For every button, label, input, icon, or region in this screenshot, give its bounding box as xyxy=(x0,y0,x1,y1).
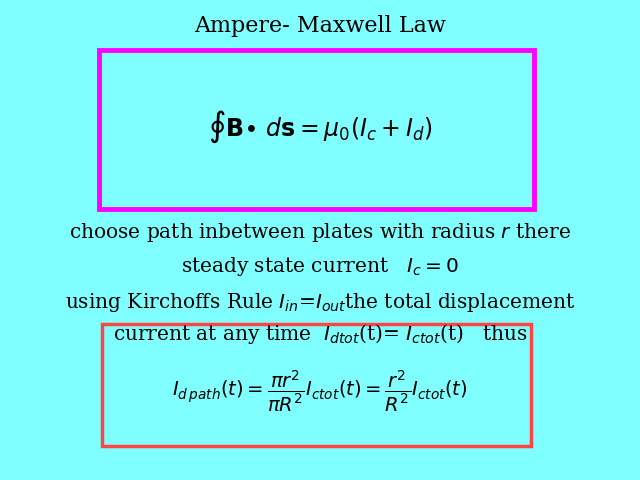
Text: $I_{d\,path}(t)=\dfrac{\pi r^2}{\pi R^2}I_{ctot}(t)=\dfrac{r^2}{R^2}I_{ctot}(t)$: $I_{d\,path}(t)=\dfrac{\pi r^2}{\pi R^2}… xyxy=(172,369,468,414)
FancyBboxPatch shape xyxy=(99,50,534,209)
FancyBboxPatch shape xyxy=(102,324,531,446)
Text: Ampere- Maxwell Law: Ampere- Maxwell Law xyxy=(194,15,446,37)
Text: using Kirchoffs Rule $I_{in}$=$I_{out}$the total displacement: using Kirchoffs Rule $I_{in}$=$I_{out}$t… xyxy=(65,291,575,314)
Text: $\oint \mathbf{B}{\bullet}\ d\mathbf{s} = \mu_0\left(I_c + I_d\right)$: $\oint \mathbf{B}{\bullet}\ d\mathbf{s} … xyxy=(208,109,432,145)
Text: choose path inbetween plates with radius $r$ there: choose path inbetween plates with radius… xyxy=(69,221,571,244)
Text: steady state current   $I_c = 0$: steady state current $I_c = 0$ xyxy=(181,255,459,278)
Text: current at any time  $I_{dtot}$(t)= $I_{ctot}$(t)   thus: current at any time $I_{dtot}$(t)= $I_{c… xyxy=(113,322,527,346)
